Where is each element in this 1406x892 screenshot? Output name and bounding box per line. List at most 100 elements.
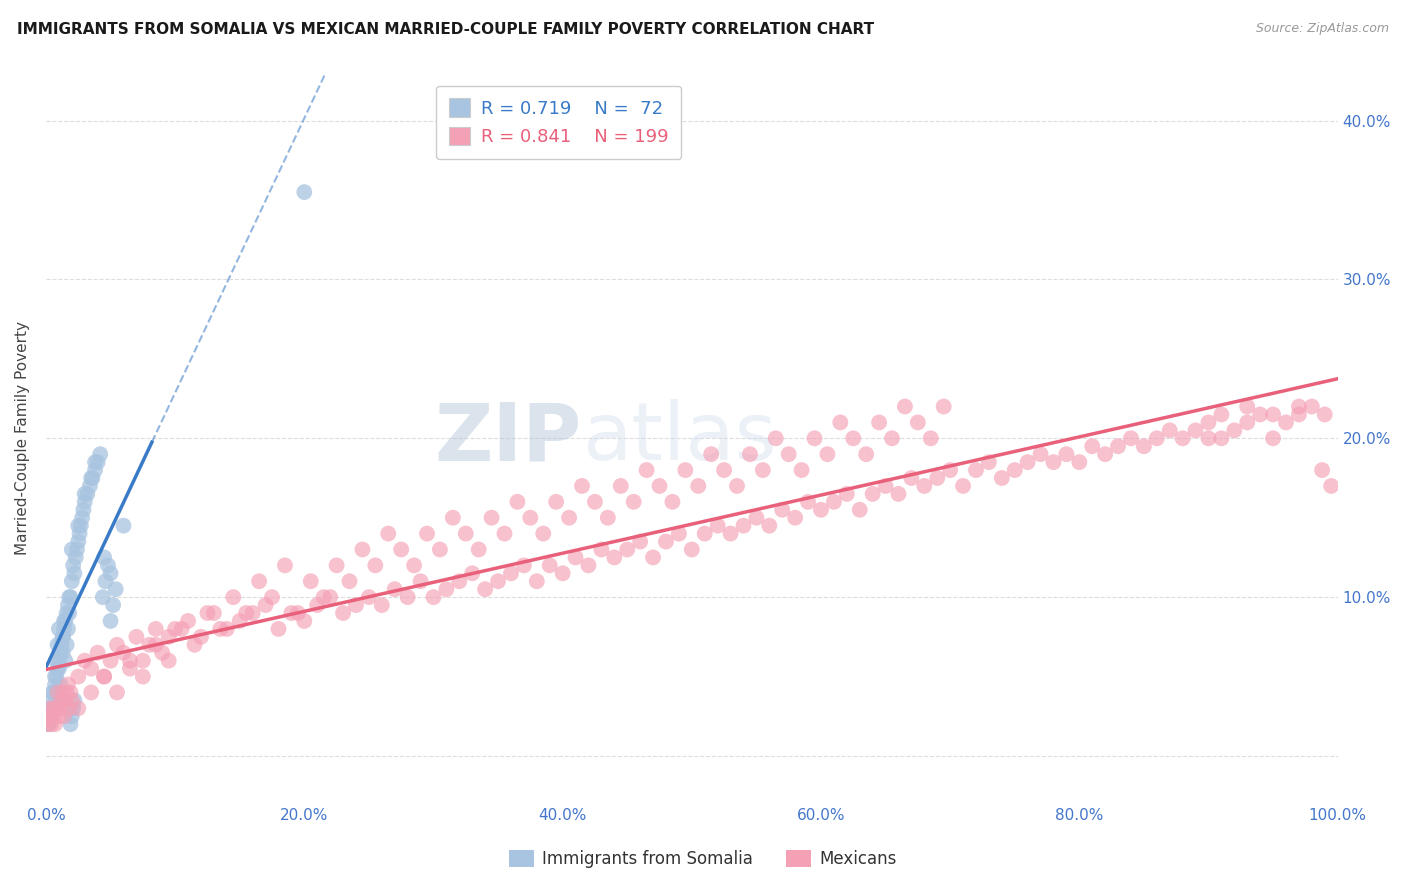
Point (1004, 463, 1026, 477)
Point (636, 463, 658, 477)
Point (79, 479, 101, 493)
Point (48, 709, 70, 723)
Point (55, 685, 77, 699)
Point (441, 510, 464, 524)
Point (51, 693, 73, 707)
Point (44, 717, 66, 731)
Point (1261, 408, 1284, 422)
Point (46, 662, 69, 676)
Point (60, 574, 83, 589)
Point (69, 526, 91, 541)
Point (641, 550, 664, 565)
Point (42, 701, 65, 715)
Point (177, 614, 200, 628)
Point (53, 693, 76, 707)
Point (242, 606, 264, 620)
Point (46, 685, 69, 699)
Point (53, 614, 76, 628)
Point (738, 447, 761, 461)
Point (835, 487, 858, 501)
Point (416, 526, 439, 541)
Point (93, 550, 115, 565)
Point (810, 502, 832, 516)
Point (157, 630, 180, 644)
Point (59, 590, 82, 604)
Point (45, 701, 67, 715)
Point (927, 471, 949, 485)
Point (725, 479, 748, 493)
Point (693, 526, 716, 541)
Point (86, 646, 108, 660)
Point (52, 646, 75, 660)
Point (38, 717, 60, 731)
Point (474, 582, 496, 597)
Point (44, 677, 66, 691)
Point (312, 590, 335, 604)
Point (38, 701, 60, 715)
Point (977, 455, 1000, 469)
Point (93, 669, 115, 683)
Point (965, 463, 987, 477)
Point (222, 590, 245, 604)
Text: IMMIGRANTS FROM SOMALIA VS MEXICAN MARRIED-COUPLE FAMILY POVERTY CORRELATION CHA: IMMIGRANTS FROM SOMALIA VS MEXICAN MARRI… (17, 22, 875, 37)
Point (655, 534, 678, 549)
Point (1236, 416, 1258, 430)
Point (39, 717, 62, 731)
Point (673, 463, 696, 477)
Point (339, 574, 361, 589)
Point (70, 510, 93, 524)
Point (118, 662, 141, 676)
Point (280, 606, 302, 620)
Point (67, 534, 90, 549)
Point (299, 574, 322, 589)
Point (145, 638, 167, 652)
Point (384, 582, 406, 597)
Point (307, 598, 329, 612)
Point (112, 646, 135, 660)
Point (454, 526, 477, 541)
Point (1133, 439, 1156, 453)
Point (1107, 439, 1129, 453)
Point (325, 558, 347, 573)
Point (287, 606, 309, 620)
Point (59, 717, 82, 731)
Point (41, 685, 63, 699)
Point (449, 574, 471, 589)
Point (344, 598, 367, 612)
Point (894, 400, 917, 414)
Point (467, 542, 489, 557)
Point (352, 542, 374, 557)
Text: ZIP: ZIP (434, 400, 582, 477)
Point (53, 614, 76, 628)
Point (1223, 423, 1246, 437)
Y-axis label: Married-Couple Family Poverty: Married-Couple Family Poverty (15, 321, 30, 556)
Point (332, 606, 354, 620)
Point (1275, 416, 1298, 430)
Point (73, 487, 96, 501)
Point (648, 479, 671, 493)
Point (84, 455, 107, 469)
Point (591, 542, 613, 557)
Point (59, 685, 82, 699)
Text: Source: ZipAtlas.com: Source: ZipAtlas.com (1256, 22, 1389, 36)
Text: atlas: atlas (582, 400, 776, 477)
Point (260, 590, 283, 604)
Point (551, 566, 574, 581)
Point (42, 685, 65, 699)
Point (197, 606, 219, 620)
Point (46, 638, 69, 652)
Point (1249, 408, 1271, 422)
Point (97, 558, 120, 573)
Point (48, 654, 70, 668)
Point (62, 558, 84, 573)
Point (862, 487, 884, 501)
Point (752, 463, 775, 477)
Point (932, 400, 955, 414)
Point (880, 431, 903, 445)
Point (67, 518, 90, 533)
Point (100, 654, 122, 668)
Legend: Immigrants from Somalia, Mexicans: Immigrants from Somalia, Mexicans (502, 843, 904, 875)
Point (1042, 455, 1064, 469)
Point (104, 582, 127, 597)
Point (49, 701, 72, 715)
